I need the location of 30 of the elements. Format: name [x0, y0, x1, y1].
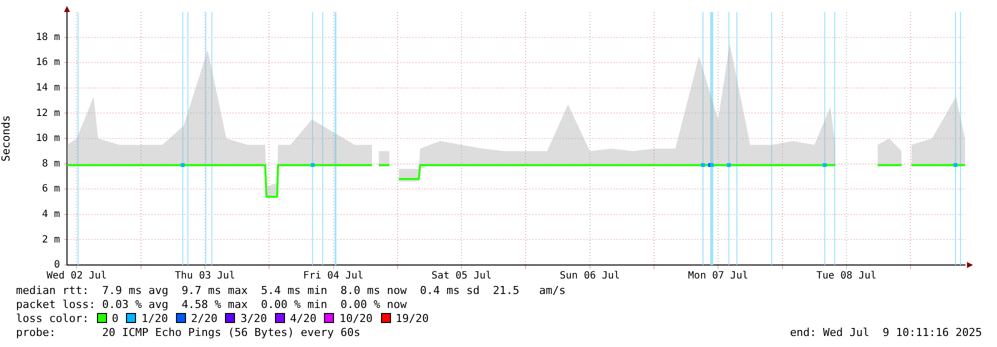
- legend-label: 10/20: [339, 312, 373, 325]
- legend-label: 2/20: [190, 312, 218, 325]
- legend-label: 3/20: [240, 312, 267, 325]
- y-tick-label: 10 m: [36, 133, 60, 144]
- text: end: Wed Jul 9 10:11:16 2025: [790, 326, 982, 340]
- legend-label: 19/20: [396, 312, 429, 325]
- y-tick-label: 12 m: [36, 108, 60, 119]
- y-tick-label: 18 m: [36, 32, 60, 43]
- x-tick-label: Tue 08 Jul: [816, 270, 877, 282]
- y-tick-label: 6 m: [42, 184, 60, 195]
- text: loss color:: [16, 312, 89, 325]
- x-tick-label: Sat 05 Jul: [431, 270, 492, 282]
- y-tick-label: 0: [54, 260, 60, 271]
- legend-label: 1/20: [141, 312, 168, 325]
- y-tick-label: 4 m: [42, 208, 60, 220]
- text: median rtt: 7.9 ms avg 9.7 ms max 5.4 ms min 8.0 ms now 0.4 ms sd 21.5 am/s: [16, 284, 566, 297]
- x-tick-label: Thu 03 Jul: [174, 270, 236, 282]
- legend-label: 4/20: [290, 312, 316, 325]
- x-tick-label: Sun 06 Jul: [560, 270, 620, 282]
- y-tick-label: 2 m: [42, 234, 60, 246]
- text: packet loss: 0.03 % avg 4.58 % max 0.00 % min 0.00 % now: [16, 298, 407, 311]
- x-tick-label: Fri 04 Jul: [303, 270, 364, 282]
- x-tick-label: Wed 02 Jul: [46, 270, 107, 282]
- y-tick-label: 14 m: [36, 82, 60, 94]
- legend-label: 0: [112, 312, 118, 325]
- y-axis-title: Seconds: [0, 115, 12, 162]
- x-tick-label: Mon 07 Jul: [688, 270, 748, 282]
- y-tick-label: 16 m: [36, 57, 60, 68]
- y-tick-label: 8 m: [42, 158, 60, 170]
- text: probe: 20 ICMP Echo Pings (56 Bytes) every 60s: [16, 326, 360, 339]
